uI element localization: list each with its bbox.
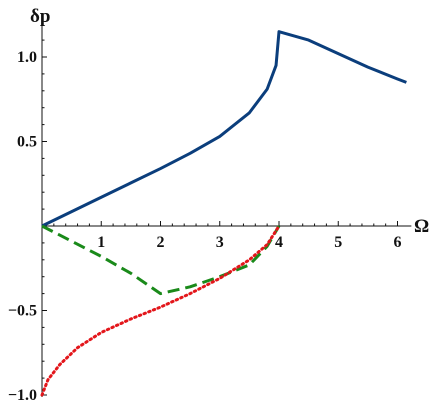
- x-tick-label: 4: [275, 234, 283, 251]
- series-solid-line: [41, 30, 407, 228]
- series-dotted-line: [40, 224, 281, 397]
- x-tick-label: 3: [216, 234, 224, 251]
- x-tick-label: 2: [157, 234, 165, 251]
- y-tick-label: 1.0: [17, 49, 37, 66]
- y-tick-label: 0.5: [17, 134, 37, 151]
- y-tick-label: −0.5: [8, 303, 37, 320]
- series-lines: [40, 30, 407, 397]
- x-tick-label: 5: [334, 234, 342, 251]
- x-axis-label: Ω: [414, 216, 429, 237]
- series-dashed-line: [41, 224, 281, 296]
- tick-marks: [42, 39, 398, 396]
- y-tick-label: −1.0: [8, 387, 37, 404]
- axes: [41, 21, 412, 397]
- x-tick-label: 1: [97, 234, 105, 251]
- x-tick-label: 6: [394, 234, 402, 251]
- tick-labels: 1 2 3 4 5 6 1.0 0.5 −0.5 −1.0: [8, 49, 402, 404]
- y-axis-label: δp: [30, 6, 50, 27]
